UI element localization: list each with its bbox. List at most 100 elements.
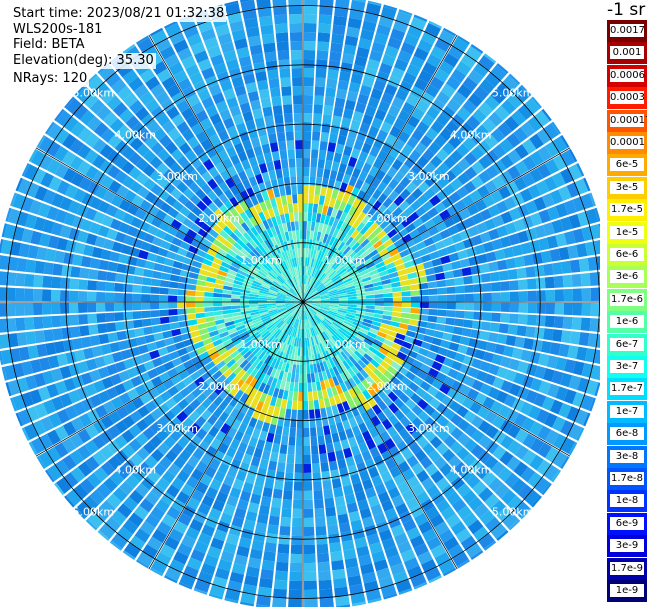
ppi-range-gate <box>249 251 259 260</box>
ppi-range-gate <box>525 363 538 377</box>
ppi-range-gate <box>234 276 245 283</box>
ppi-range-gate <box>63 115 79 132</box>
ppi-range-gate <box>490 400 504 414</box>
ppi-range-gate <box>552 433 568 450</box>
ppi-range-gate <box>405 223 416 233</box>
ppi-range-gate <box>311 140 320 150</box>
ppi-range-gate <box>162 470 176 484</box>
ppi-range-gate <box>527 302 537 314</box>
ppi-range-gate <box>338 305 348 309</box>
ppi-range-gate <box>263 551 276 562</box>
ppi-range-gate <box>362 516 375 528</box>
ppi-range-gate <box>347 293 357 298</box>
ppi-range-gate <box>155 255 166 265</box>
ppi-range-gate <box>406 526 421 541</box>
ppi-range-gate <box>289 336 294 346</box>
ppi-range-gate <box>466 115 481 130</box>
ppi-range-gate <box>431 378 443 390</box>
ppi-range-gate <box>434 551 451 567</box>
ppi-range-gate <box>348 377 357 388</box>
ppi-range-gate <box>186 476 199 489</box>
ppi-range-gate <box>177 155 190 168</box>
ppi-range-gate <box>467 69 484 85</box>
ppi-range-gate <box>213 470 226 483</box>
ppi-range-gate <box>464 293 474 302</box>
ppi-range-gate <box>291 364 297 374</box>
ppi-rays <box>0 0 600 607</box>
ppi-range-gate <box>492 214 505 228</box>
ppi-range-gate <box>106 322 117 333</box>
ppi-range-gate <box>310 373 316 383</box>
ppi-range-gate <box>278 223 285 234</box>
ppi-range-gate <box>278 289 287 295</box>
ppi-range-gate <box>235 470 247 482</box>
ppi-range-gate <box>135 432 149 446</box>
ppi-range-gate <box>380 274 390 281</box>
ppi-range-gate <box>324 159 333 170</box>
ppi-range-gate <box>210 537 225 550</box>
ppi-range-gate <box>401 143 414 156</box>
ppi-range-gate <box>469 130 483 145</box>
ppi-range-gate <box>403 335 415 344</box>
ppi-range-gate <box>77 160 92 176</box>
ppi-range-gate <box>546 235 559 249</box>
ppi-range-gate <box>286 222 292 232</box>
ppi-range-gate <box>462 238 474 249</box>
ppi-range-gate <box>69 155 84 171</box>
ppi-range-gate <box>128 424 142 438</box>
ppi-range-gate <box>46 429 61 446</box>
ppi-range-gate <box>310 306 319 313</box>
ppi-range-gate <box>278 309 287 315</box>
ppi-range-gate <box>163 155 177 168</box>
ppi-range-gate <box>51 315 62 328</box>
ppi-range-gate <box>333 320 342 327</box>
ppi-range-gate <box>346 331 356 339</box>
ppi-range-gate <box>429 397 441 410</box>
ppi-range-gate <box>286 344 292 355</box>
ppi-range-gate <box>283 344 289 354</box>
ppi-range-gate <box>381 208 392 219</box>
ppi-range-gate <box>272 0 287 7</box>
ppi-range-gate <box>390 321 400 328</box>
ppi-range-gate <box>446 349 457 360</box>
ppi-range-gate <box>297 295 303 302</box>
ppi-range-gate <box>322 331 330 340</box>
ppi-range-gate <box>84 383 98 397</box>
ppi-range-gate <box>338 392 347 403</box>
ppi-range-gate <box>261 190 270 202</box>
ppi-range-gate <box>520 507 532 520</box>
ppi-range-gate <box>144 135 158 149</box>
ppi-range-gate <box>266 273 275 281</box>
ppi-range-gate <box>517 361 529 374</box>
ppi-range-gate <box>367 396 377 408</box>
ppi-range-gate <box>250 456 261 468</box>
ppi-range-gate <box>290 50 303 60</box>
colorbar-swatch: 6e-6 <box>607 244 647 266</box>
ppi-range-gate <box>250 493 262 505</box>
ppi-range-gate <box>403 33 420 47</box>
ppi-range-gate <box>324 96 335 107</box>
ppi-range-gate <box>278 252 285 262</box>
ppi-range-gate <box>436 403 449 415</box>
ppi-range-gate <box>574 178 589 195</box>
ppi-range-gate <box>280 195 288 206</box>
ppi-range-gate <box>254 203 263 214</box>
ppi-range-gate <box>116 263 127 274</box>
ppi-range-gate <box>424 219 436 230</box>
ppi-range-gate <box>52 263 63 276</box>
ppi-range-gate <box>0 287 7 301</box>
ppi-range-gate <box>209 133 221 146</box>
ppi-range-gate <box>555 357 567 371</box>
ppi-range-gate <box>267 292 277 297</box>
ppi-range-gate <box>249 216 258 227</box>
ppi-range-gate <box>147 536 163 551</box>
ppi-range-gate <box>303 295 310 302</box>
ppi-range-gate <box>294 463 303 473</box>
ppi-range-gate <box>239 200 249 212</box>
ppi-range-gate <box>215 430 227 442</box>
ppi-range-gate <box>318 195 326 206</box>
ppi-range-gate <box>461 327 472 337</box>
ppi-range-gate <box>198 269 209 277</box>
ppi-range-gate <box>450 164 464 177</box>
ppi-range-gate <box>485 165 499 179</box>
